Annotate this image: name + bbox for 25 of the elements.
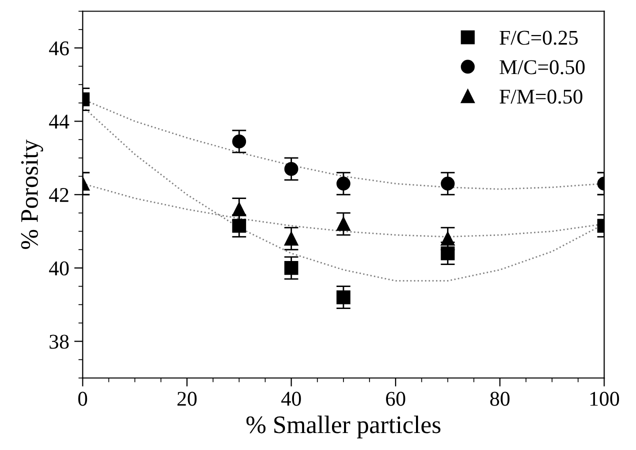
x-axis-title: % Smaller particles	[246, 416, 440, 438]
y-tick-label: 44	[49, 114, 70, 129]
y-axis-title: % Porosity	[21, 140, 44, 249]
legend-label: F/C=0.25	[500, 30, 578, 45]
x-tick-label: 40	[281, 392, 301, 406]
x-tick-label: 100	[590, 392, 620, 406]
point	[284, 261, 298, 275]
point	[232, 218, 246, 233]
x-tick-label: 20	[177, 392, 197, 406]
point	[336, 290, 350, 304]
y-tick-label: 40	[49, 261, 69, 276]
point	[284, 162, 298, 176]
legend-label: F/M=0.50	[500, 90, 582, 104]
x-tick-label: 60	[386, 392, 406, 406]
point	[232, 134, 246, 148]
y-tick-label: 38	[50, 334, 69, 349]
point	[284, 232, 298, 246]
x-tick-label: 80	[490, 392, 510, 406]
x-tick-label: 0	[78, 392, 88, 406]
point	[336, 176, 350, 191]
legend-label: M/C=0.50	[500, 60, 585, 74]
point	[232, 202, 246, 216]
y-tick-label: 42	[49, 188, 68, 202]
y-tick-label: 46	[49, 41, 69, 56]
point	[336, 217, 350, 231]
